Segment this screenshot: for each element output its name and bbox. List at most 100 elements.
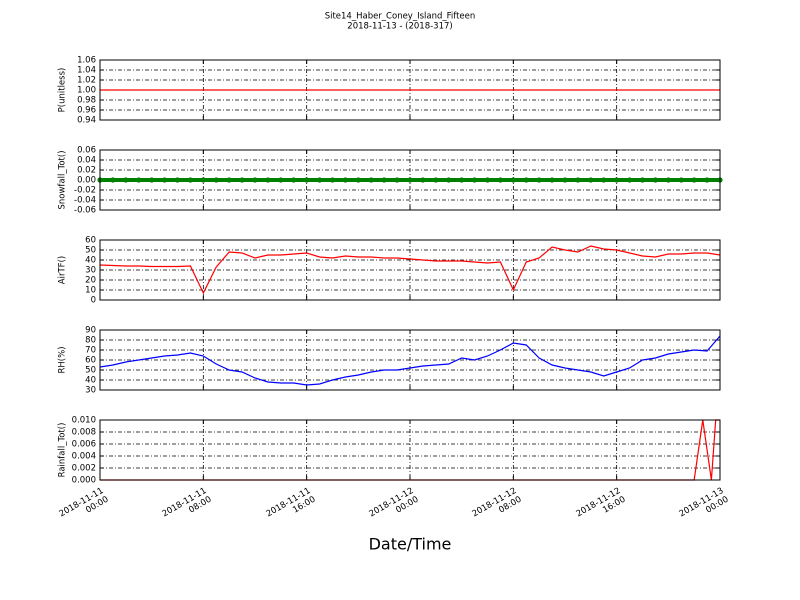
y-tick-label: 20: [85, 276, 96, 286]
y-tick-label: 60: [85, 236, 96, 246]
y-tick-label: 0.008: [72, 428, 96, 438]
y-tick-label: 0.004: [72, 452, 96, 462]
data-point: [174, 177, 181, 183]
data-point: [200, 177, 206, 183]
y-tick-label: 0.06: [77, 146, 96, 156]
y-tick-label: 40: [85, 256, 96, 266]
plot-frame: [99, 149, 721, 211]
y-axis-label: RH(%): [58, 346, 68, 373]
data-point: [355, 177, 361, 183]
data-point: [291, 177, 297, 183]
data-point: [239, 177, 245, 183]
data-point: [161, 177, 168, 183]
data-point: [226, 177, 232, 183]
data-point: [510, 177, 516, 183]
data-point: [497, 177, 504, 183]
y-tick-label: 1.00: [77, 86, 96, 96]
y-tick-label: 70: [85, 346, 96, 356]
data-point: [446, 177, 452, 183]
data-point: [536, 177, 542, 183]
data-point: [265, 177, 271, 183]
y-tick-label: 0.98: [77, 96, 96, 106]
data-point: [575, 177, 581, 183]
data-point: [420, 177, 426, 183]
data-point: [407, 177, 413, 183]
y-tick-label: 80: [85, 336, 96, 346]
series: [99, 245, 721, 295]
y-tick-label: -0.06: [74, 206, 96, 216]
y-axis-label: Rainfall_Tot(): [58, 423, 68, 478]
y-tick-label: 0.002: [72, 464, 96, 474]
data-point: [652, 177, 659, 183]
y-tick-label: 40: [85, 376, 96, 386]
y-tick-label: 60: [85, 356, 96, 366]
y-tick-label: 1.06: [77, 56, 96, 66]
chart-subtitle: 2018-11-13 - (2018-317): [347, 22, 452, 32]
y-tick-label: 50: [85, 366, 96, 376]
chart-title: Site14_Haber_Coney_Island_Fifteen: [325, 12, 476, 22]
plot-frame: [99, 329, 721, 391]
y-tick-label: 1.02: [77, 76, 96, 86]
plot-frame: [99, 59, 721, 121]
data-point: [342, 177, 349, 183]
data-point: [549, 177, 555, 183]
data-point: [471, 177, 478, 183]
data-point: [149, 177, 155, 183]
data-point: [433, 177, 439, 183]
data-point: [484, 177, 491, 183]
data-point: [252, 177, 258, 183]
y-tick-label: 0.006: [72, 440, 96, 450]
data-point: [626, 177, 633, 183]
series: [99, 335, 721, 386]
data-point: [704, 177, 710, 183]
y-tick-label: 0.94: [77, 116, 96, 126]
series: [97, 177, 723, 183]
y-axis-label: Snowfall_Tot(): [58, 150, 68, 209]
data-point: [368, 177, 374, 183]
y-tick-label: 30: [85, 386, 96, 396]
plot-frame: [99, 239, 721, 301]
y-tick-label: 1.04: [77, 66, 96, 76]
data-point: [523, 177, 529, 183]
plot-frame: [99, 419, 721, 481]
data-point: [381, 177, 387, 183]
data-point: [691, 177, 697, 183]
y-tick-label: -0.02: [74, 186, 96, 196]
y-tick-label: 0.00: [77, 176, 96, 186]
data-line: [99, 245, 721, 295]
y-tick-label: 30: [85, 266, 96, 276]
y-tick-label: 0.010: [72, 416, 96, 426]
y-tick-label: 0.04: [77, 156, 96, 166]
x-axis-label: Date/Time: [369, 535, 452, 554]
y-tick-label: 0.96: [77, 106, 96, 116]
y-tick-label: 10: [85, 286, 96, 296]
y-tick-label: -0.04: [74, 196, 96, 206]
data-point: [123, 177, 129, 183]
data-point: [665, 177, 671, 183]
data-point: [316, 177, 323, 183]
data-point: [187, 177, 194, 183]
data-point: [459, 177, 465, 183]
data-point: [562, 177, 568, 183]
data-point: [614, 177, 620, 183]
y-tick-label: 0: [91, 296, 96, 306]
data-point: [304, 177, 310, 183]
y-axis-label: P(unitless): [58, 68, 68, 113]
y-tick-label: 90: [85, 326, 96, 336]
data-point: [601, 177, 607, 183]
data-point: [678, 177, 684, 183]
data-point: [639, 177, 646, 183]
data-point: [278, 177, 284, 183]
y-tick-label: 50: [85, 246, 96, 256]
data-point: [588, 177, 594, 183]
data-point: [213, 177, 219, 183]
y-tick-label: 0.000: [72, 476, 96, 486]
data-point: [136, 177, 142, 183]
data-point: [329, 177, 336, 183]
y-axis-label: AirTF(): [58, 256, 68, 284]
y-tick-label: 0.02: [77, 166, 96, 176]
data-point: [394, 177, 400, 183]
data-point: [110, 177, 116, 183]
